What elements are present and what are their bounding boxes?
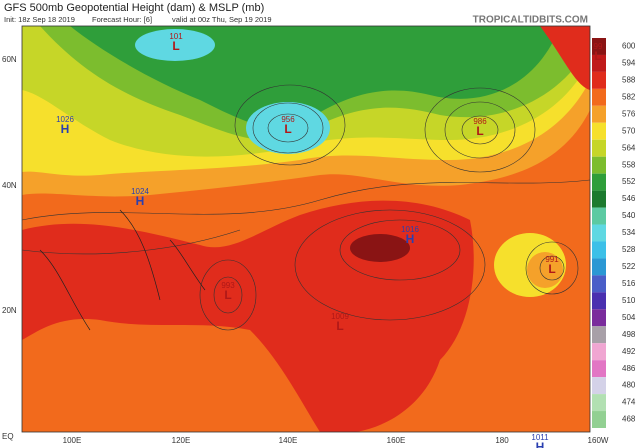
colorbar-swatch: [592, 122, 606, 140]
pressure-center: H: [406, 232, 415, 246]
pressure-center: L: [548, 262, 555, 276]
forecast-hour: Forecast Hour: [6]: [92, 15, 152, 24]
pressure-value: 991: [545, 255, 559, 264]
colorbar-swatch: [592, 241, 606, 259]
lon-label: 120E: [172, 436, 191, 445]
lon-label: 100E: [63, 436, 82, 445]
colorbar-label: 582: [622, 92, 636, 101]
field: [135, 29, 215, 61]
pressure-value: 1011: [531, 433, 549, 442]
colorbar-label: 600: [622, 42, 636, 51]
colorbar-swatch: [592, 105, 606, 123]
colorbar-swatch: [592, 326, 606, 344]
colorbar-label: 468: [622, 415, 636, 424]
title: GFS 500mb Geopotential Height (dam) & MS…: [4, 2, 264, 14]
colorbar-label: 474: [622, 398, 636, 407]
lat-label: 60N: [2, 55, 17, 64]
isobars: [22, 84, 590, 331]
lat-label: EQ: [2, 432, 14, 441]
colorbar-swatch: [592, 360, 606, 378]
field: [540, 26, 590, 90]
lon-label: 180: [495, 436, 509, 445]
colorbar-label: 486: [622, 364, 636, 373]
pressure-value: 1016: [401, 225, 419, 234]
colorbar-swatch: [592, 292, 606, 310]
colorbar-swatch: [592, 71, 606, 89]
colorbar-swatch: [592, 190, 606, 208]
pressure-center: L: [172, 39, 179, 53]
colorbar-label: 534: [622, 228, 636, 237]
colorbar-label: 558: [622, 160, 636, 169]
pressure-value: 993: [221, 281, 235, 290]
colorbar-swatch: [592, 224, 606, 242]
field: [527, 252, 563, 288]
lat-label: 20N: [2, 306, 17, 315]
pressure-value: 1024: [131, 187, 149, 196]
lon-label: 160E: [387, 436, 406, 445]
colorbar-label: 504: [622, 313, 636, 322]
lon-label: 160W: [588, 436, 609, 445]
colorbar-label: 540: [622, 211, 636, 220]
colorbar-swatch: [592, 156, 606, 174]
pressure-value: 1009: [331, 312, 349, 321]
colorbar-swatch: [592, 258, 606, 276]
colorbar-label: 552: [622, 177, 636, 186]
field: [246, 102, 330, 154]
valid-time: valid at 00z Thu, Sep 19 2019: [172, 15, 272, 24]
pressure-value: 99: [594, 42, 603, 51]
map-field: [22, 26, 590, 432]
colorbar-swatch: [592, 394, 606, 412]
colorbar-label: 588: [622, 76, 636, 85]
colorbar-label: 564: [622, 143, 636, 152]
lat-label: 40N: [2, 181, 17, 190]
pressure-center: H: [536, 440, 545, 448]
colorbar-swatch: [592, 88, 606, 106]
colorbar-swatch: [592, 411, 606, 428]
colorbar-swatch: [592, 173, 606, 191]
colorbar-label: 480: [622, 381, 636, 390]
colorbar-swatch: [592, 54, 606, 72]
pressure-center: L: [476, 124, 483, 138]
colorbar-swatch: [592, 38, 606, 55]
colorbar-label: 570: [622, 126, 636, 135]
colorbar-swatch: [592, 343, 606, 361]
colorbar-label: 528: [622, 245, 636, 254]
colorbar-label: 576: [622, 109, 636, 118]
pressure-center: H: [61, 122, 70, 136]
pressure-center: L: [336, 319, 343, 333]
pressure-value: 986: [473, 117, 487, 126]
colorbar-swatch: [592, 275, 606, 293]
colorbar-swatch: [592, 377, 606, 395]
pressure-center: H: [136, 194, 145, 208]
lon-label: 140E: [279, 436, 298, 445]
colorbar-swatch: [592, 207, 606, 225]
site: TROPICALTIDBITS.COM: [473, 15, 588, 26]
colorbar-swatch: [592, 309, 606, 327]
pressure-center: L: [594, 49, 601, 63]
pressure-value: 956: [281, 115, 295, 124]
pressure-center: L: [284, 122, 291, 136]
init-time: Init: 18z Sep 18 2019: [4, 15, 75, 24]
colorbar-label: 510: [622, 296, 636, 305]
pressure-value: 101: [169, 32, 183, 41]
pressure-center: L: [224, 288, 231, 302]
colorbar-swatch: [592, 139, 606, 157]
colorbar-label: 546: [622, 194, 636, 203]
colorbar-label: 594: [622, 59, 636, 68]
colorbar-label: 492: [622, 347, 636, 356]
colorbar-label: 516: [622, 279, 636, 288]
map-frame: [21, 25, 591, 433]
coastline: [39, 209, 206, 331]
pressure-value: 1026: [56, 115, 74, 124]
colorbar-label: 522: [622, 262, 636, 271]
colorbar-label: 498: [622, 330, 636, 339]
field: [350, 234, 410, 262]
